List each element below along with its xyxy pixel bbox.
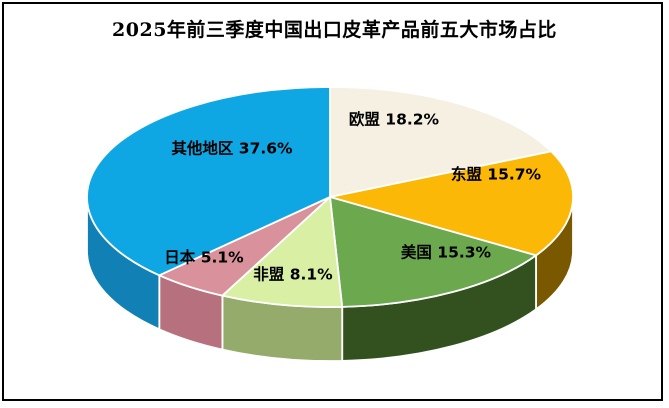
pie-slice-usa [329,196,537,308]
pie-slice-asean [329,150,574,257]
pie-label-asean: 东盟 15.7% [451,165,542,184]
pie-slice-eu [329,86,553,198]
pie-label-usa: 美国 15.3% [401,243,492,262]
pie-label-japan: 日本 5.1% [164,248,244,267]
pie-label-eu: 欧盟 18.2% [349,110,440,129]
chart-title: 2025年前三季度中国出口皮革产品前五大市场占比 [112,19,557,41]
pie-slice-others [86,86,331,277]
pie-label-africa: 非盟 8.1% [253,265,333,284]
pie-label-others: 其他地区 37.6% [171,139,293,158]
pie-slice-africa [221,196,344,308]
